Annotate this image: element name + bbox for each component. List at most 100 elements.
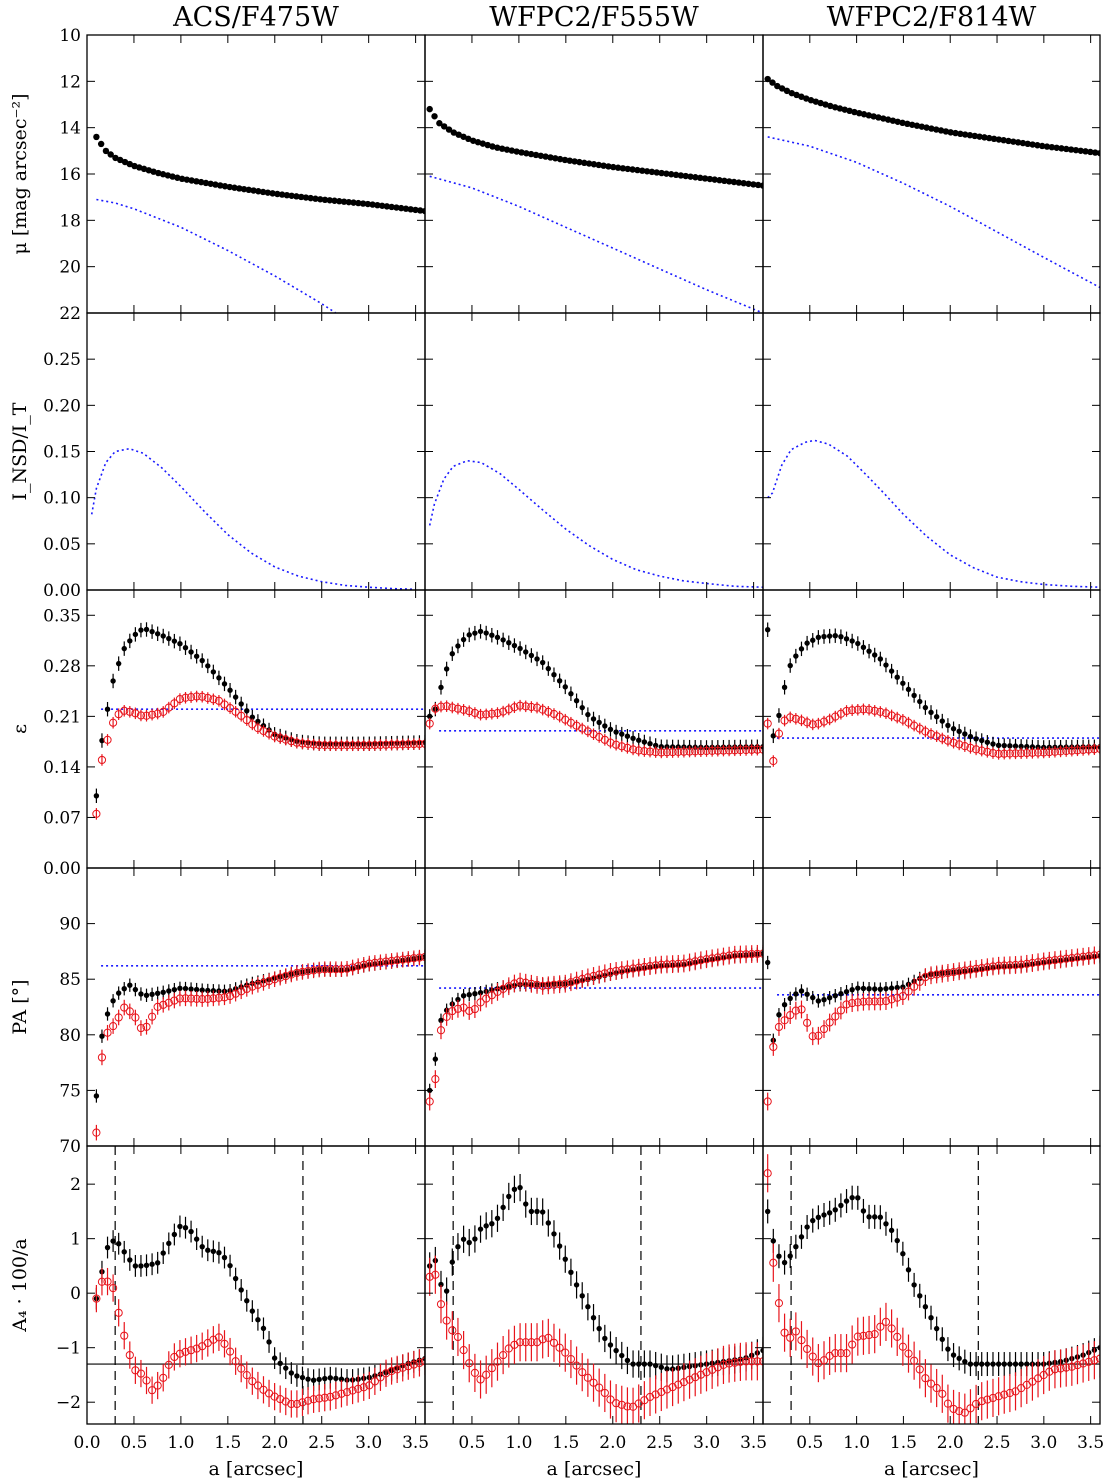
- model-point: [864, 997, 874, 1006]
- model-point: [702, 955, 711, 964]
- model-point: [606, 967, 615, 977]
- data-point: [132, 631, 139, 638]
- data-point: [455, 996, 461, 1003]
- model-point: [544, 1333, 553, 1342]
- data-point: [1005, 137, 1012, 145]
- data-point: [199, 1243, 205, 1250]
- data-point: [793, 991, 799, 997]
- data-point: [312, 195, 319, 202]
- y-axis-label: ε: [9, 724, 31, 734]
- model-point: [1005, 749, 1014, 758]
- data-point: [517, 1184, 523, 1191]
- data-point: [596, 1325, 602, 1332]
- model-point: [276, 733, 285, 743]
- data-point: [798, 1234, 805, 1240]
- model-point: [1000, 1390, 1009, 1399]
- model-point: [276, 1395, 285, 1404]
- model-point: [814, 719, 823, 728]
- panel: [762, 312, 1101, 591]
- data-point: [607, 726, 614, 733]
- panel-frame: [424, 867, 764, 1147]
- fit-curve: [96, 198, 337, 313]
- model-point: [606, 1395, 615, 1404]
- data-point: [205, 987, 211, 994]
- data-point: [624, 165, 631, 173]
- data-point: [871, 652, 878, 658]
- data-point: [585, 711, 591, 718]
- data-point: [841, 106, 848, 113]
- data-point: [851, 108, 858, 116]
- data-point: [450, 129, 458, 136]
- data-point: [630, 735, 636, 741]
- data-point: [250, 187, 257, 194]
- data-point: [500, 1204, 506, 1211]
- model-point: [404, 1362, 413, 1371]
- data-point: [449, 1259, 455, 1265]
- data-point: [115, 1241, 122, 1247]
- model-point: [331, 965, 340, 974]
- model-point: [679, 747, 689, 756]
- model-point: [893, 713, 902, 722]
- model-point: [763, 1169, 772, 1178]
- model-point: [504, 705, 513, 714]
- data-point: [556, 678, 563, 684]
- model-point: [741, 950, 751, 959]
- model-point: [926, 971, 936, 980]
- model-point: [1067, 1362, 1076, 1371]
- data-point: [913, 122, 921, 129]
- model-point: [544, 981, 553, 990]
- model-point: [696, 747, 705, 756]
- data-point: [826, 633, 833, 639]
- data-point: [922, 704, 929, 711]
- column-title: WFPC2/F814W: [827, 2, 1037, 33]
- panel-content: [92, 622, 425, 820]
- model-point: [555, 980, 564, 989]
- x-tick-label: 1.0: [843, 1433, 870, 1453]
- model-point: [651, 961, 660, 970]
- model-point: [662, 748, 672, 757]
- data-point: [472, 990, 478, 997]
- data-point: [238, 1287, 244, 1293]
- data-point: [99, 1033, 105, 1039]
- model-point: [1017, 960, 1026, 969]
- data-point: [1043, 143, 1051, 150]
- model-point: [431, 1074, 440, 1084]
- data-point: [283, 191, 291, 199]
- panel: [86, 1145, 426, 1425]
- model-point: [612, 1399, 621, 1408]
- model-point: [393, 1365, 402, 1374]
- model-point: [814, 1031, 823, 1040]
- model-point: [725, 1359, 734, 1368]
- data-point: [883, 662, 889, 668]
- data-point: [149, 1261, 155, 1267]
- data-point: [149, 991, 155, 998]
- data-point: [764, 1208, 771, 1215]
- model-point: [354, 1384, 363, 1393]
- model-point: [521, 702, 530, 711]
- data-point: [479, 140, 487, 147]
- panel: [762, 589, 1101, 869]
- data-point: [226, 183, 233, 191]
- data-point: [976, 133, 983, 140]
- x-tick-label: 1.0: [505, 1433, 532, 1453]
- data-point: [952, 129, 959, 137]
- model-point: [859, 705, 868, 714]
- data-point: [1019, 139, 1027, 147]
- data-point: [875, 114, 882, 121]
- data-point: [511, 642, 518, 649]
- data-point: [653, 169, 660, 176]
- data-point: [652, 1362, 659, 1369]
- data-point: [436, 120, 443, 127]
- data-point: [846, 107, 853, 115]
- model-point: [209, 994, 218, 1003]
- data-point: [327, 1375, 334, 1381]
- data-point: [199, 987, 205, 993]
- model-point: [1050, 1365, 1060, 1374]
- model-point: [120, 706, 129, 715]
- model-point: [786, 1333, 795, 1342]
- model-point: [192, 994, 201, 1003]
- model-point: [938, 969, 947, 978]
- model-point: [453, 704, 463, 713]
- data-point: [455, 643, 461, 649]
- model-point: [1073, 746, 1082, 755]
